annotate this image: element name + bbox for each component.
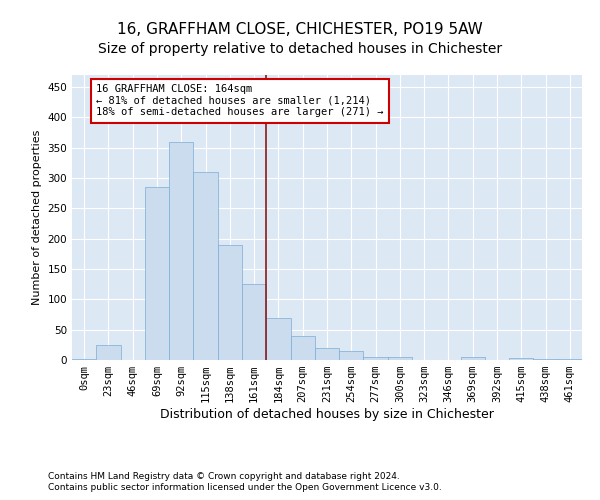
Bar — [364, 357, 388, 360]
X-axis label: Distribution of detached houses by size in Chichester: Distribution of detached houses by size … — [160, 408, 494, 421]
Bar — [169, 142, 193, 360]
Bar — [72, 359, 96, 360]
Y-axis label: Number of detached properties: Number of detached properties — [32, 130, 42, 305]
Bar — [558, 359, 582, 360]
Bar — [461, 357, 485, 360]
Bar — [315, 348, 339, 360]
Bar — [533, 359, 558, 360]
Bar — [388, 357, 412, 360]
Text: 16 GRAFFHAM CLOSE: 164sqm
← 81% of detached houses are smaller (1,214)
18% of se: 16 GRAFFHAM CLOSE: 164sqm ← 81% of detac… — [96, 84, 384, 117]
Text: 16, GRAFFHAM CLOSE, CHICHESTER, PO19 5AW: 16, GRAFFHAM CLOSE, CHICHESTER, PO19 5AW — [117, 22, 483, 38]
Bar — [218, 245, 242, 360]
Bar — [509, 358, 533, 360]
Bar — [145, 187, 169, 360]
Bar — [193, 172, 218, 360]
Text: Contains public sector information licensed under the Open Government Licence v3: Contains public sector information licen… — [48, 484, 442, 492]
Bar — [266, 318, 290, 360]
Bar — [242, 284, 266, 360]
Text: Contains HM Land Registry data © Crown copyright and database right 2024.: Contains HM Land Registry data © Crown c… — [48, 472, 400, 481]
Text: Size of property relative to detached houses in Chichester: Size of property relative to detached ho… — [98, 42, 502, 56]
Bar — [290, 336, 315, 360]
Bar — [96, 345, 121, 360]
Bar — [339, 351, 364, 360]
